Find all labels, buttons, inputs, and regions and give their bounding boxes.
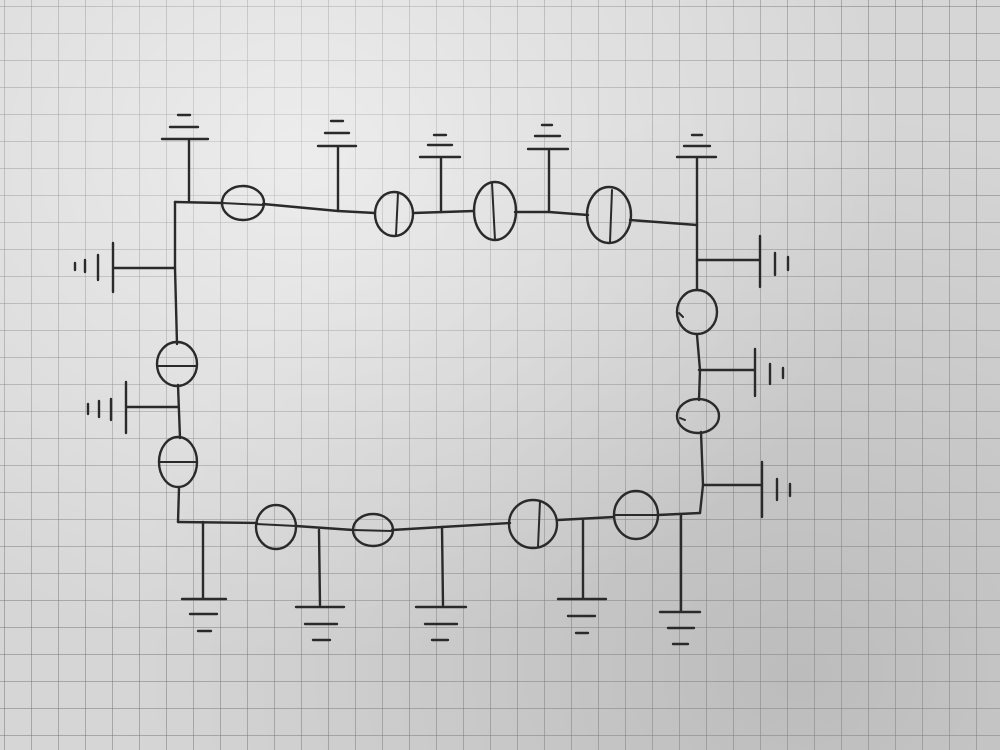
capacitor-ground-icon xyxy=(701,460,792,519)
capacitor-ground-icon xyxy=(86,380,180,435)
element-right-2 xyxy=(675,397,721,435)
ground-icon xyxy=(675,133,718,227)
element-top-2 xyxy=(373,190,415,238)
element-bottom-4 xyxy=(254,503,298,551)
element-bottom-2 xyxy=(507,498,559,550)
ground-icon xyxy=(418,133,462,214)
element-bottom-1 xyxy=(612,489,660,541)
ground-icon xyxy=(294,528,346,642)
wire-left xyxy=(173,200,182,524)
ground-icon xyxy=(160,113,210,204)
ground-icon xyxy=(556,518,608,635)
ring-wires xyxy=(173,200,705,532)
series-elements xyxy=(155,180,721,551)
element-left-1 xyxy=(157,435,199,489)
element-top-4 xyxy=(585,185,633,245)
element-top-3 xyxy=(472,180,518,242)
element-top-1 xyxy=(220,184,266,222)
capacitor-ground-icon xyxy=(73,241,177,294)
element-right-1 xyxy=(675,288,719,336)
element-left-2 xyxy=(155,340,199,388)
element-bottom-3 xyxy=(351,512,395,548)
ground-icon xyxy=(316,119,358,213)
bottom-grounds xyxy=(180,513,702,646)
right-grounds xyxy=(695,234,792,519)
ground-icon xyxy=(180,520,228,633)
left-grounds xyxy=(73,241,180,435)
top-grounds xyxy=(160,113,718,227)
ground-icon xyxy=(658,513,702,646)
ground-icon xyxy=(526,123,570,214)
capacitor-ground-icon xyxy=(697,347,785,398)
capacitor-ground-icon xyxy=(695,234,790,289)
ground-icon xyxy=(414,525,468,642)
